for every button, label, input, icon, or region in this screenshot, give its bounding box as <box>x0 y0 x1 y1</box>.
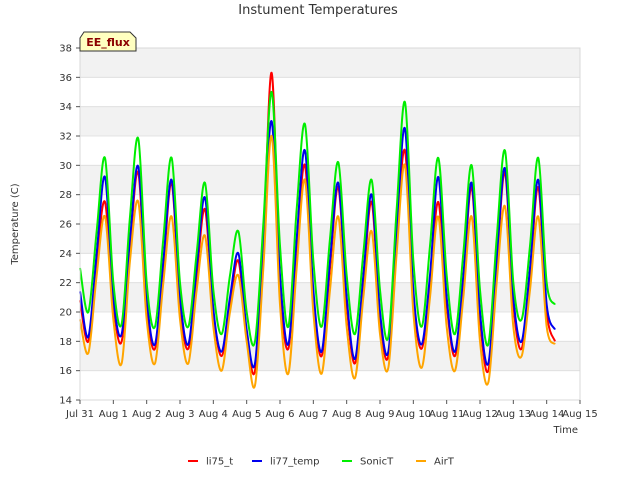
x-tick-label: Aug 13 <box>496 409 531 420</box>
y-tick-label: 38 <box>59 44 72 55</box>
grid-band <box>80 106 580 136</box>
grid-band <box>80 341 580 371</box>
legend-item: AirT <box>416 457 455 468</box>
y-tick-label: 28 <box>59 190 72 201</box>
grid-band <box>80 48 580 78</box>
y-tick-label: 34 <box>59 102 72 113</box>
y-tick-label: 36 <box>59 73 72 84</box>
series-line-li77-temp <box>79 120 556 369</box>
x-tick-label: Aug 11 <box>429 409 464 420</box>
y-tick-label: 18 <box>59 337 72 348</box>
annotation-box: EE_flux <box>79 31 137 52</box>
y-tick-label: 20 <box>59 308 72 319</box>
x-tick-label: Aug 15 <box>562 409 597 420</box>
legend-item: SonicT <box>342 457 394 468</box>
y-tick-label: 30 <box>59 161 72 172</box>
chart-title: Instument Temperatures <box>238 3 398 18</box>
x-tick-label: Aug 10 <box>396 409 431 420</box>
x-tick-label: Aug 7 <box>299 409 328 420</box>
legend-item: li75_t <box>188 457 233 468</box>
y-tick-label: 26 <box>59 220 72 231</box>
x-tick-label: Aug 4 <box>199 409 228 420</box>
series-line-airt <box>79 134 556 389</box>
y-axis-label: Temperature (C) <box>10 183 21 265</box>
x-tick-label: Jul 31 <box>65 409 94 420</box>
legend-label: AirT <box>434 457 455 468</box>
y-tick-label: 16 <box>59 366 72 377</box>
x-axis-label: Time <box>553 425 578 436</box>
x-tick-label: Aug 12 <box>462 409 497 420</box>
y-tick-label: 22 <box>59 278 72 289</box>
grid-band <box>80 165 580 195</box>
x-tick-label: Aug 14 <box>529 409 564 420</box>
series-line-sonict <box>79 90 556 347</box>
legend-label: SonicT <box>360 457 394 468</box>
x-tick-label: Aug 9 <box>365 409 394 420</box>
x-tick-label: Aug 2 <box>132 409 161 420</box>
y-tick-label: 14 <box>59 396 72 407</box>
legend: li75_t li77_temp SonicT AirT <box>188 457 455 468</box>
legend-label: li75_t <box>206 457 233 468</box>
annotation-label: EE_flux <box>86 36 130 49</box>
x-tick-label: Aug 8 <box>332 409 361 420</box>
legend-label: li77_temp <box>270 457 319 468</box>
legend-item: li77_temp <box>252 457 319 468</box>
y-tick-label: 24 <box>59 249 72 260</box>
x-tick-label: Aug 6 <box>265 409 294 420</box>
x-tick-label: Aug 3 <box>165 409 194 420</box>
y-tick-label: 32 <box>59 132 72 143</box>
x-tick-label: Aug 1 <box>99 409 128 420</box>
x-tick-label: Aug 5 <box>232 409 261 420</box>
